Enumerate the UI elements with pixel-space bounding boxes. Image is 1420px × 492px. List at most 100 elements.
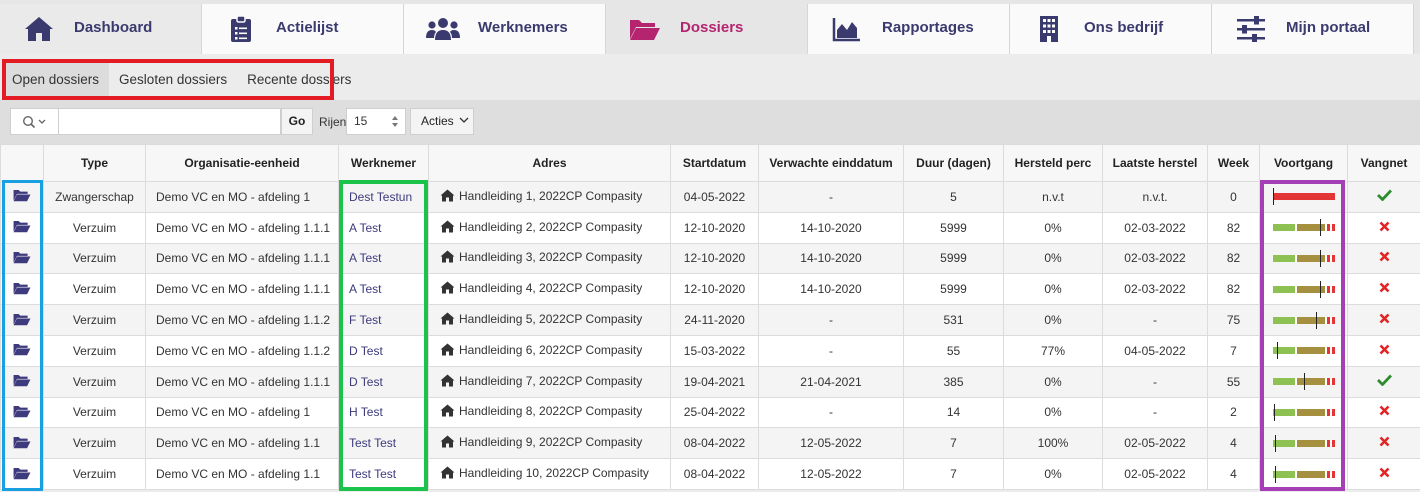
cell-startdatum: 08-04-2022 [670,458,759,490]
open-dossier-button[interactable] [0,273,44,306]
search-column-button[interactable] [10,108,58,135]
column-header-laatste-herstel[interactable]: Laatste herstel [1102,144,1208,182]
cell-werknemer-link[interactable]: Test Test [338,458,429,490]
search-input[interactable] [58,108,281,135]
column-header-verwachte-einddatum[interactable]: Verwachte einddatum [758,144,904,182]
go-button[interactable]: Go [281,108,313,135]
open-dossier-button[interactable] [0,211,44,244]
column-header-week[interactable]: Week [1207,144,1260,182]
address-text: Handleiding 9, 2022CP Compasity [459,435,643,450]
cell-werknemer-link[interactable]: Test Test [338,427,429,460]
open-dossier-button[interactable] [0,304,44,336]
table-row[interactable]: Zwangerschap Demo VC en MO - afdeling 1 De… [0,181,1420,213]
open-dossier-button[interactable] [0,396,44,429]
table-row[interactable]: Verzuim Demo VC en MO - afdeling 1.1.2 F T… [0,304,1420,336]
open-dossier-button[interactable] [0,181,44,213]
column-header-type[interactable]: Type [43,144,146,182]
cell-verwachte-einddatum: - [758,396,904,429]
nav-label: Ons bedrijf [1084,19,1164,36]
cell-werknemer-link[interactable]: A Test [338,211,429,244]
home-icon [22,14,56,44]
subtab-recente-dossiers[interactable]: Recente dossiers [247,72,352,87]
rows-select[interactable]: 15 [346,108,406,135]
nav-tab-actielijst[interactable]: Actielijst [202,4,404,54]
nav-tab-dossiers[interactable]: Dossiers [606,4,808,54]
subtab-gesloten-dossiers[interactable]: Gesloten dossiers [119,72,228,87]
cell-vangnet [1347,242,1420,275]
cell-duur: 7 [903,458,1004,490]
cell-laatste-herstel: 02-03-2022 [1102,273,1208,306]
cell-hersteld-perc: 0% [1003,273,1103,306]
table-row[interactable]: Verzuim Demo VC en MO - afdeling 1.1.1 D T… [0,365,1420,398]
cell-vangnet [1347,334,1420,367]
column-header-vangnet[interactable]: Vangnet [1347,144,1420,182]
cell-werknemer-link[interactable]: A Test [338,273,429,306]
column-header-organisatie-eenheid[interactable]: Organisatie-eenheid [145,144,339,182]
column-header-voortgang[interactable]: Voortgang [1259,144,1348,182]
open-dossier-button[interactable] [0,242,44,275]
cell-laatste-herstel: - [1102,304,1208,336]
address-text: Handleiding 8, 2022CP Compasity [459,404,643,419]
cell-laatste-herstel: 04-05-2022 [1102,334,1208,367]
column-header-werknemer[interactable]: Werknemer [338,144,429,182]
table-row[interactable]: Verzuim Demo VC en MO - afdeling 1.1 Test … [0,427,1420,460]
table-toolbar: Go Rijen 15 Acties [0,100,1420,144]
cell-werknemer-link[interactable]: D Test [338,365,429,398]
folder-open-icon [13,221,31,236]
column-header-adres[interactable]: Adres [428,144,671,182]
table-row[interactable]: Verzuim Demo VC en MO - afdeling 1.1.1 A T… [0,273,1420,306]
cell-verwachte-einddatum: - [758,334,904,367]
cell-type: Verzuim [43,211,146,244]
open-dossier-button[interactable] [0,334,44,367]
open-dossier-button[interactable] [0,458,44,490]
table-row[interactable]: Verzuim Demo VC en MO - afdeling 1.1.1 A T… [0,242,1420,275]
nav-tab-rapportages[interactable]: Rapportages [808,4,1010,54]
cell-laatste-herstel: 02-03-2022 [1102,211,1208,244]
address-text: Handleiding 1, 2022CP Compasity [459,188,643,203]
table-row[interactable]: Verzuim Demo VC en MO - afdeling 1.1.2 D T… [0,334,1420,367]
cell-werknemer-link[interactable]: A Test [338,242,429,275]
table-row[interactable]: Verzuim Demo VC en MO - afdeling 1.1.1 A T… [0,211,1420,244]
progress-marker [1319,219,1321,237]
open-dossier-button[interactable] [0,365,44,398]
cell-adres: Handleiding 1, 2022CP Compasity [428,181,671,213]
progress-bar [1272,342,1335,360]
column-header-duur[interactable]: Duur (dagen) [903,144,1004,182]
progress-bar [1272,373,1335,391]
cell-adres: Handleiding 3, 2022CP Compasity [428,242,671,275]
cell-voortgang [1259,365,1348,398]
nav-tab-mijn-portaal[interactable]: Mijn portaal [1212,4,1414,54]
home-icon [440,312,455,328]
nav-tab-ons-bedrijf[interactable]: Ons bedrijf [1010,4,1212,54]
cell-vangnet [1347,396,1420,429]
nav-tab-dashboard[interactable]: Dashboard [0,4,202,54]
main-navigation: Dashboard Actielijst Werknemers Dossiers… [0,0,1420,54]
nav-tab-werknemers[interactable]: Werknemers [404,4,606,54]
cell-werknemer-link[interactable]: F Test [338,304,429,336]
home-icon [440,220,455,236]
cell-duur: 5999 [903,211,1004,244]
cell-organisatie-eenheid: Demo VC en MO - afdeling 1.1.2 [145,304,339,336]
subtab-open-dossiers[interactable]: Open dossiers [2,61,110,99]
cell-organisatie-eenheid: Demo VC en MO - afdeling 1 [145,396,339,429]
cross-icon [1379,344,1390,358]
column-header-hersteld-perc[interactable]: Hersteld perc [1003,144,1103,182]
cross-icon [1379,467,1390,481]
cell-laatste-herstel: n.v.t. [1102,181,1208,213]
progress-bar [1272,465,1335,483]
cell-laatste-herstel: - [1102,396,1208,429]
open-dossier-button[interactable] [0,427,44,460]
cell-vangnet [1347,365,1420,398]
cell-hersteld-perc: 0% [1003,396,1103,429]
cell-duur: 5 [903,181,1004,213]
cell-organisatie-eenheid: Demo VC en MO - afdeling 1.1.1 [145,273,339,306]
table-row[interactable]: Verzuim Demo VC en MO - afdeling 1.1 Test … [0,458,1420,490]
nav-label: Actielijst [276,19,339,36]
table-header-row: Type Organisatie-eenheid Werknemer Adres… [0,144,1420,182]
cell-werknemer-link[interactable]: Dest Testun [338,181,429,213]
column-header-startdatum[interactable]: Startdatum [670,144,759,182]
cell-werknemer-link[interactable]: H Test [338,396,429,429]
acties-button[interactable]: Acties [410,108,474,135]
cell-werknemer-link[interactable]: D Test [338,334,429,367]
